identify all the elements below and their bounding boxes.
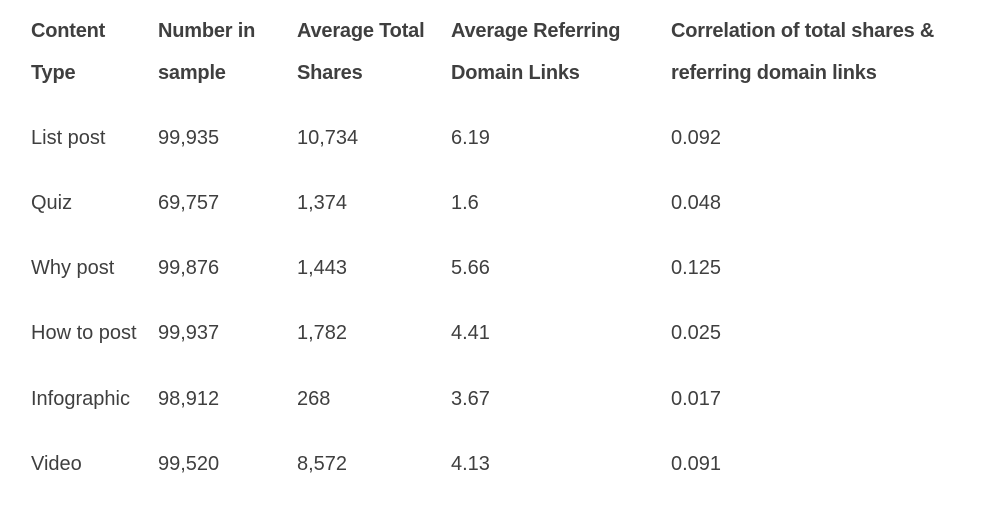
- header-content-type: Content Type: [31, 20, 106, 84]
- cell-content-type: How to post: [31, 322, 137, 344]
- cell-average-referring-domain-links: 3.67: [451, 388, 490, 410]
- cell-content-type: Video: [31, 453, 82, 475]
- cell-correlation: 0.092: [671, 127, 722, 149]
- header-correlation: Correlation of total shares & referring …: [671, 20, 935, 84]
- table-header-row: Content Type Number in sample Average To…: [0, 10, 986, 100]
- cell-number-in-sample: 69,757: [158, 192, 220, 214]
- cell-correlation: 0.125: [671, 257, 722, 279]
- cell-average-total-shares: 1,782: [297, 322, 348, 344]
- cell-number-in-sample: 98,912: [158, 388, 220, 410]
- table-row: List post 99,935 10,734 6.19 0.092: [0, 118, 986, 158]
- table-row: Quiz 69,757 1,374 1.6 0.048: [0, 183, 986, 223]
- header-average-referring-domain-links: Average Referring Domain Links: [451, 20, 621, 84]
- cell-average-referring-domain-links: 6.19: [451, 127, 490, 149]
- cell-correlation: 0.048: [671, 192, 722, 214]
- cell-correlation: 0.017: [671, 388, 722, 410]
- cell-average-referring-domain-links: 4.41: [451, 322, 490, 344]
- cell-average-referring-domain-links: 5.66: [451, 257, 490, 279]
- cell-average-total-shares: 1,443: [297, 257, 348, 279]
- cell-number-in-sample: 99,937: [158, 322, 220, 344]
- cell-average-referring-domain-links: 1.6: [451, 192, 479, 214]
- cell-correlation: 0.025: [671, 322, 722, 344]
- table-row: Why post 99,876 1,443 5.66 0.125: [0, 248, 986, 288]
- cell-average-referring-domain-links: 4.13: [451, 453, 490, 475]
- cell-average-total-shares: 10,734: [297, 127, 359, 149]
- cell-correlation: 0.091: [671, 453, 722, 475]
- cell-content-type: Why post: [31, 257, 115, 279]
- cell-number-in-sample: 99,876: [158, 257, 220, 279]
- cell-average-total-shares: 8,572: [297, 453, 348, 475]
- table-row: Infographic 98,912 268 3.67 0.017: [0, 379, 986, 419]
- cell-number-in-sample: 99,935: [158, 127, 220, 149]
- cell-content-type: List post: [31, 127, 106, 149]
- table-row: How to post 99,937 1,782 4.41 0.025: [0, 313, 986, 353]
- table-row: Video 99,520 8,572 4.13 0.091: [0, 444, 986, 484]
- cell-content-type: Infographic: [31, 388, 130, 410]
- cell-average-total-shares: 268: [297, 388, 331, 410]
- cell-average-total-shares: 1,374: [297, 192, 348, 214]
- cell-number-in-sample: 99,520: [158, 453, 220, 475]
- cell-content-type: Quiz: [31, 192, 73, 214]
- header-average-total-shares: Average Total Shares: [297, 20, 425, 84]
- header-number-in-sample: Number in sample: [158, 20, 256, 84]
